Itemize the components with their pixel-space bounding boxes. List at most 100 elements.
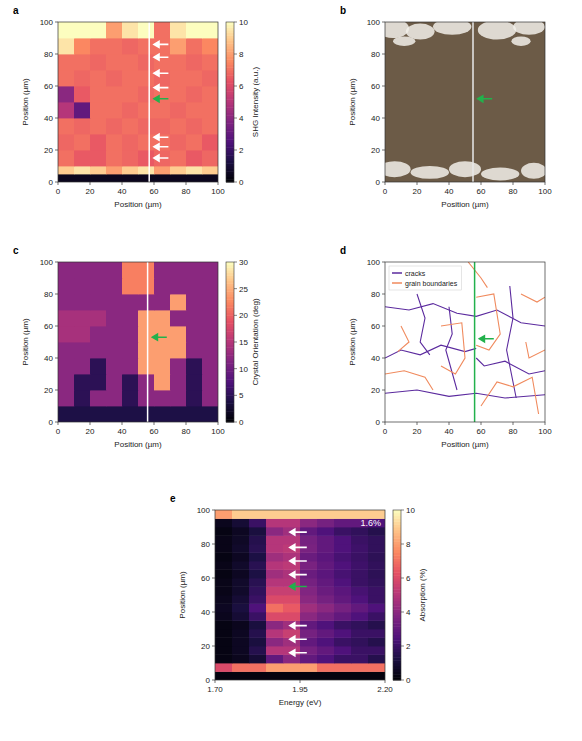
colorbar-tick-label: 0: [239, 418, 244, 427]
y-tick-label: 60: [44, 322, 53, 331]
x-tick: [417, 422, 418, 425]
y-tick-label: 60: [201, 574, 210, 583]
cell: [283, 612, 300, 621]
cell: [334, 587, 351, 596]
colorbar-tick-label: 10: [239, 365, 248, 374]
cell: [317, 544, 334, 553]
colorbar-tick-label: 8: [239, 50, 244, 59]
boundary-line: [476, 294, 500, 350]
cell: [249, 672, 266, 681]
y-tick-label: 20: [44, 146, 53, 155]
arrow: [152, 334, 166, 340]
arrow: [290, 650, 307, 656]
cell: [106, 54, 122, 70]
y-tick-label: 80: [201, 540, 210, 549]
cell: [249, 595, 266, 604]
cell: [300, 561, 317, 570]
x-tick-label: 60: [150, 187, 159, 196]
cell: [170, 358, 186, 374]
cell: [106, 150, 122, 166]
frame: [385, 262, 545, 422]
cell: [154, 406, 170, 422]
cell: [249, 587, 266, 596]
y-tick-label: 0: [49, 178, 54, 187]
panel: 020406080100020406080100Position (µm)Pos…: [13, 245, 260, 449]
cell: [368, 527, 385, 536]
panel-letter: e: [170, 493, 176, 504]
cell: [232, 638, 249, 647]
bright-region: [433, 22, 471, 35]
cell: [58, 294, 74, 310]
cell: [122, 342, 138, 358]
cell: [317, 587, 334, 596]
cell: [154, 134, 170, 150]
y-tick: [382, 262, 385, 263]
cell: [90, 86, 106, 102]
cell: [58, 390, 74, 406]
cell: [58, 358, 74, 374]
cell: [368, 595, 385, 604]
x-tick: [513, 182, 514, 185]
y-tick: [55, 326, 58, 327]
colorbar-tick-label: 2: [406, 642, 411, 651]
cell: [58, 342, 74, 358]
colorbar-swatch: [226, 262, 234, 265]
cell: [202, 294, 218, 310]
cell: [202, 374, 218, 390]
x-tick-label: 60: [150, 427, 159, 436]
cell: [351, 587, 368, 596]
cell: [266, 527, 283, 536]
cell: [138, 374, 154, 390]
cell: [74, 326, 90, 342]
colorbar-tick-label: 25: [239, 285, 248, 294]
cell: [90, 390, 106, 406]
cell: [74, 342, 90, 358]
colorbar-tick-label: 6: [406, 574, 411, 583]
cell: [122, 102, 138, 118]
cell: [334, 646, 351, 655]
cell: [351, 570, 368, 579]
colorbar-tick-label: 0: [239, 178, 244, 187]
cell: [334, 578, 351, 587]
cell: [106, 102, 122, 118]
cell: [186, 70, 202, 86]
arrow: [290, 623, 307, 629]
cell: [90, 294, 106, 310]
bright-region: [385, 161, 411, 177]
cell: [232, 561, 249, 570]
cell: [317, 561, 334, 570]
y-tick: [212, 680, 215, 681]
colorbar-tick-label: 10: [239, 18, 248, 27]
plot-area: [58, 262, 218, 422]
colorbar-tick-label: 2: [239, 146, 244, 155]
cell: [351, 604, 368, 613]
x-tick-label: 2.20: [377, 685, 393, 694]
y-tick: [382, 358, 385, 359]
x-axis-title: Position (µm): [441, 440, 489, 449]
cell: [154, 390, 170, 406]
cell: [334, 510, 351, 519]
cell: [122, 310, 138, 326]
cell: [317, 536, 334, 545]
cell: [202, 134, 218, 150]
y-tick-label: 60: [371, 82, 380, 91]
cell: [266, 621, 283, 630]
cell: [138, 278, 154, 294]
cell: [317, 527, 334, 536]
cell: [154, 174, 170, 182]
y-axis-title: Position (µm): [21, 318, 30, 366]
arrow: [154, 155, 168, 161]
cell: [334, 553, 351, 562]
x-tick: [186, 422, 187, 425]
y-tick-label: 40: [44, 114, 53, 123]
colorbar-title: Absorption (%): [418, 568, 427, 621]
colorbar-tick: [401, 646, 404, 647]
cell: [232, 544, 249, 553]
legend: cracksgrain boundaries: [389, 266, 462, 290]
cell: [300, 672, 317, 681]
x-tick-label: 1.95: [292, 685, 308, 694]
cell: [58, 326, 74, 342]
cell: [170, 294, 186, 310]
cell: [106, 86, 122, 102]
x-axis-title: Energy (eV): [279, 698, 322, 707]
